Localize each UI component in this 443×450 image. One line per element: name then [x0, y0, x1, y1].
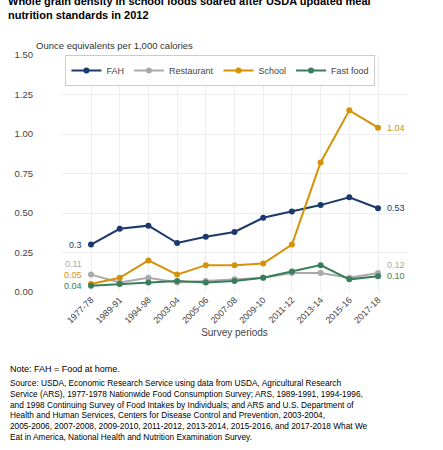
svg-text:0.00: 0.00: [15, 286, 34, 297]
svg-text:2005-06: 2005-06: [180, 295, 210, 325]
svg-text:2017-18: 2017-18: [352, 295, 382, 325]
svg-text:2015-16: 2015-16: [323, 295, 353, 325]
svg-text:2009-10: 2009-10: [237, 295, 267, 325]
svg-text:0.53: 0.53: [387, 203, 405, 213]
svg-text:0.75: 0.75: [15, 168, 34, 179]
svg-text:0.3: 0.3: [69, 240, 82, 250]
svg-text:1.04: 1.04: [387, 123, 405, 133]
svg-text:FAH: FAH: [106, 66, 124, 76]
svg-text:0.25: 0.25: [15, 247, 34, 258]
svg-text:0.04: 0.04: [64, 281, 82, 291]
svg-text:0.10: 0.10: [387, 271, 405, 281]
svg-text:0.50: 0.50: [15, 207, 34, 218]
svg-text:1.25: 1.25: [15, 89, 34, 100]
svg-text:0.12: 0.12: [387, 260, 405, 270]
svg-text:2007-08: 2007-08: [209, 295, 239, 325]
svg-text:1994-98: 1994-98: [123, 295, 153, 325]
svg-text:Fast food: Fast food: [331, 66, 369, 76]
svg-text:2003-04: 2003-04: [151, 295, 181, 325]
svg-text:2011-12: 2011-12: [267, 295, 297, 325]
svg-text:Survey periods: Survey periods: [201, 327, 268, 338]
svg-text:2013-14: 2013-14: [295, 295, 325, 325]
svg-text:1.50: 1.50: [15, 49, 34, 60]
svg-text:Ounce equivalents per 1,000 ca: Ounce equivalents per 1,000 calories: [36, 40, 193, 51]
svg-text:0.11: 0.11: [65, 259, 82, 269]
svg-text:1.00: 1.00: [15, 128, 34, 139]
svg-text:School: School: [258, 66, 286, 76]
svg-text:Restaurant: Restaurant: [169, 66, 214, 76]
svg-text:1989-91: 1989-91: [94, 295, 124, 325]
svg-text:0.05: 0.05: [64, 270, 82, 280]
svg-text:Whole grain density in school: Whole grain density in school foods soar…: [8, 0, 371, 21]
svg-text:1977-78: 1977-78: [65, 295, 95, 325]
svg-text:Note: FAH = Food at home.: Note: FAH = Food at home.: [10, 364, 120, 374]
svg-text:Source: USDA, Economic Researc: Source: USDA, Economic Research Service …: [10, 378, 368, 442]
